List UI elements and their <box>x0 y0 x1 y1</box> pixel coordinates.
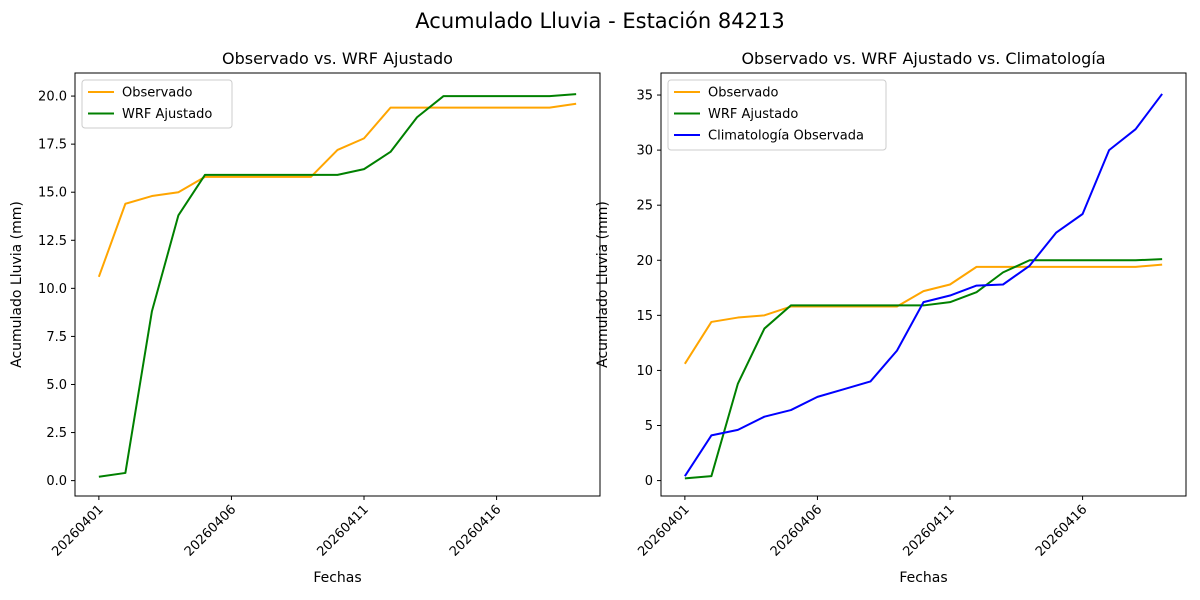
x-tick-label: 20260401 <box>635 502 692 559</box>
y-tick-label: 12.5 <box>38 234 67 249</box>
x-axis-label: Fechas <box>313 570 361 586</box>
x-tick-label: 20260406 <box>182 502 239 559</box>
y-tick-label: 0.0 <box>46 474 67 489</box>
chart-title: Observado vs. WRF Ajustado <box>222 49 453 68</box>
legend-box <box>667 79 887 151</box>
x-tick-label: 20260416 <box>447 502 504 559</box>
y-tick-label: 7.5 <box>46 330 67 345</box>
y-axis-label: Acumulado Lluvia (mm) <box>595 201 611 368</box>
x-tick-label: 20260416 <box>1033 502 1090 559</box>
legend: Observado WRF Ajustado Climatología Observ… <box>667 79 887 151</box>
plot-frame <box>74 72 601 497</box>
y-tick-label: 20.0 <box>38 90 67 105</box>
x-tick-label: 20260401 <box>49 502 106 559</box>
series-line-wrf-ajustado <box>684 258 1163 480</box>
y-tick-label: 35 <box>636 89 653 104</box>
y-tick-label: 30 <box>636 144 653 159</box>
y-tick-label: 25 <box>636 199 653 214</box>
series-line-climatolog-a-observada <box>684 93 1163 477</box>
legend: Observado WRF Ajustado <box>81 79 233 129</box>
legend-box <box>81 79 233 129</box>
x-axis-label: Fechas <box>899 570 947 586</box>
y-tick-label: 2.5 <box>46 426 67 441</box>
legend-label: WRF Ajustado <box>708 107 798 122</box>
y-tick-label: 20 <box>636 254 653 269</box>
series-line-observado <box>97 102 577 278</box>
figure-title: Acumulado Lluvia - Estación 84213 <box>415 9 784 33</box>
chart-left: Observado vs. WRF Ajustado 0.0 2.5 5.0 7.5 10… <box>9 49 601 586</box>
x-tick-label: 20260406 <box>768 502 825 559</box>
y-axis-label: Acumulado Lluvia (mm) <box>9 201 25 368</box>
legend-label: Climatología Observada <box>708 129 864 144</box>
legend-label: Observado <box>708 86 779 101</box>
y-tick-label: 17.5 <box>38 138 67 153</box>
y-tick-label: 5.0 <box>46 378 67 393</box>
series-line-observado <box>684 263 1163 365</box>
chart-title: Observado vs. WRF Ajustado vs. Climatolo… <box>741 49 1105 68</box>
legend-label: WRF Ajustado <box>122 107 212 122</box>
legend-label: Observado <box>122 86 193 101</box>
y-tick-label: 5 <box>645 419 653 434</box>
series-line-wrf-ajustado <box>98 93 577 478</box>
y-tick-label: 10.0 <box>38 282 67 297</box>
y-tick-label: 10 <box>636 364 653 379</box>
y-tick-label: 15 <box>636 309 653 324</box>
plot-frame <box>660 72 1187 497</box>
x-tick-label: 20260411 <box>314 502 371 559</box>
y-tick-label: 15.0 <box>38 186 67 201</box>
chart-right: Observado vs. WRF Ajustado vs. Climatolo… <box>595 49 1187 586</box>
y-tick-label: 0 <box>645 474 653 489</box>
x-tick-label: 20260411 <box>900 502 957 559</box>
